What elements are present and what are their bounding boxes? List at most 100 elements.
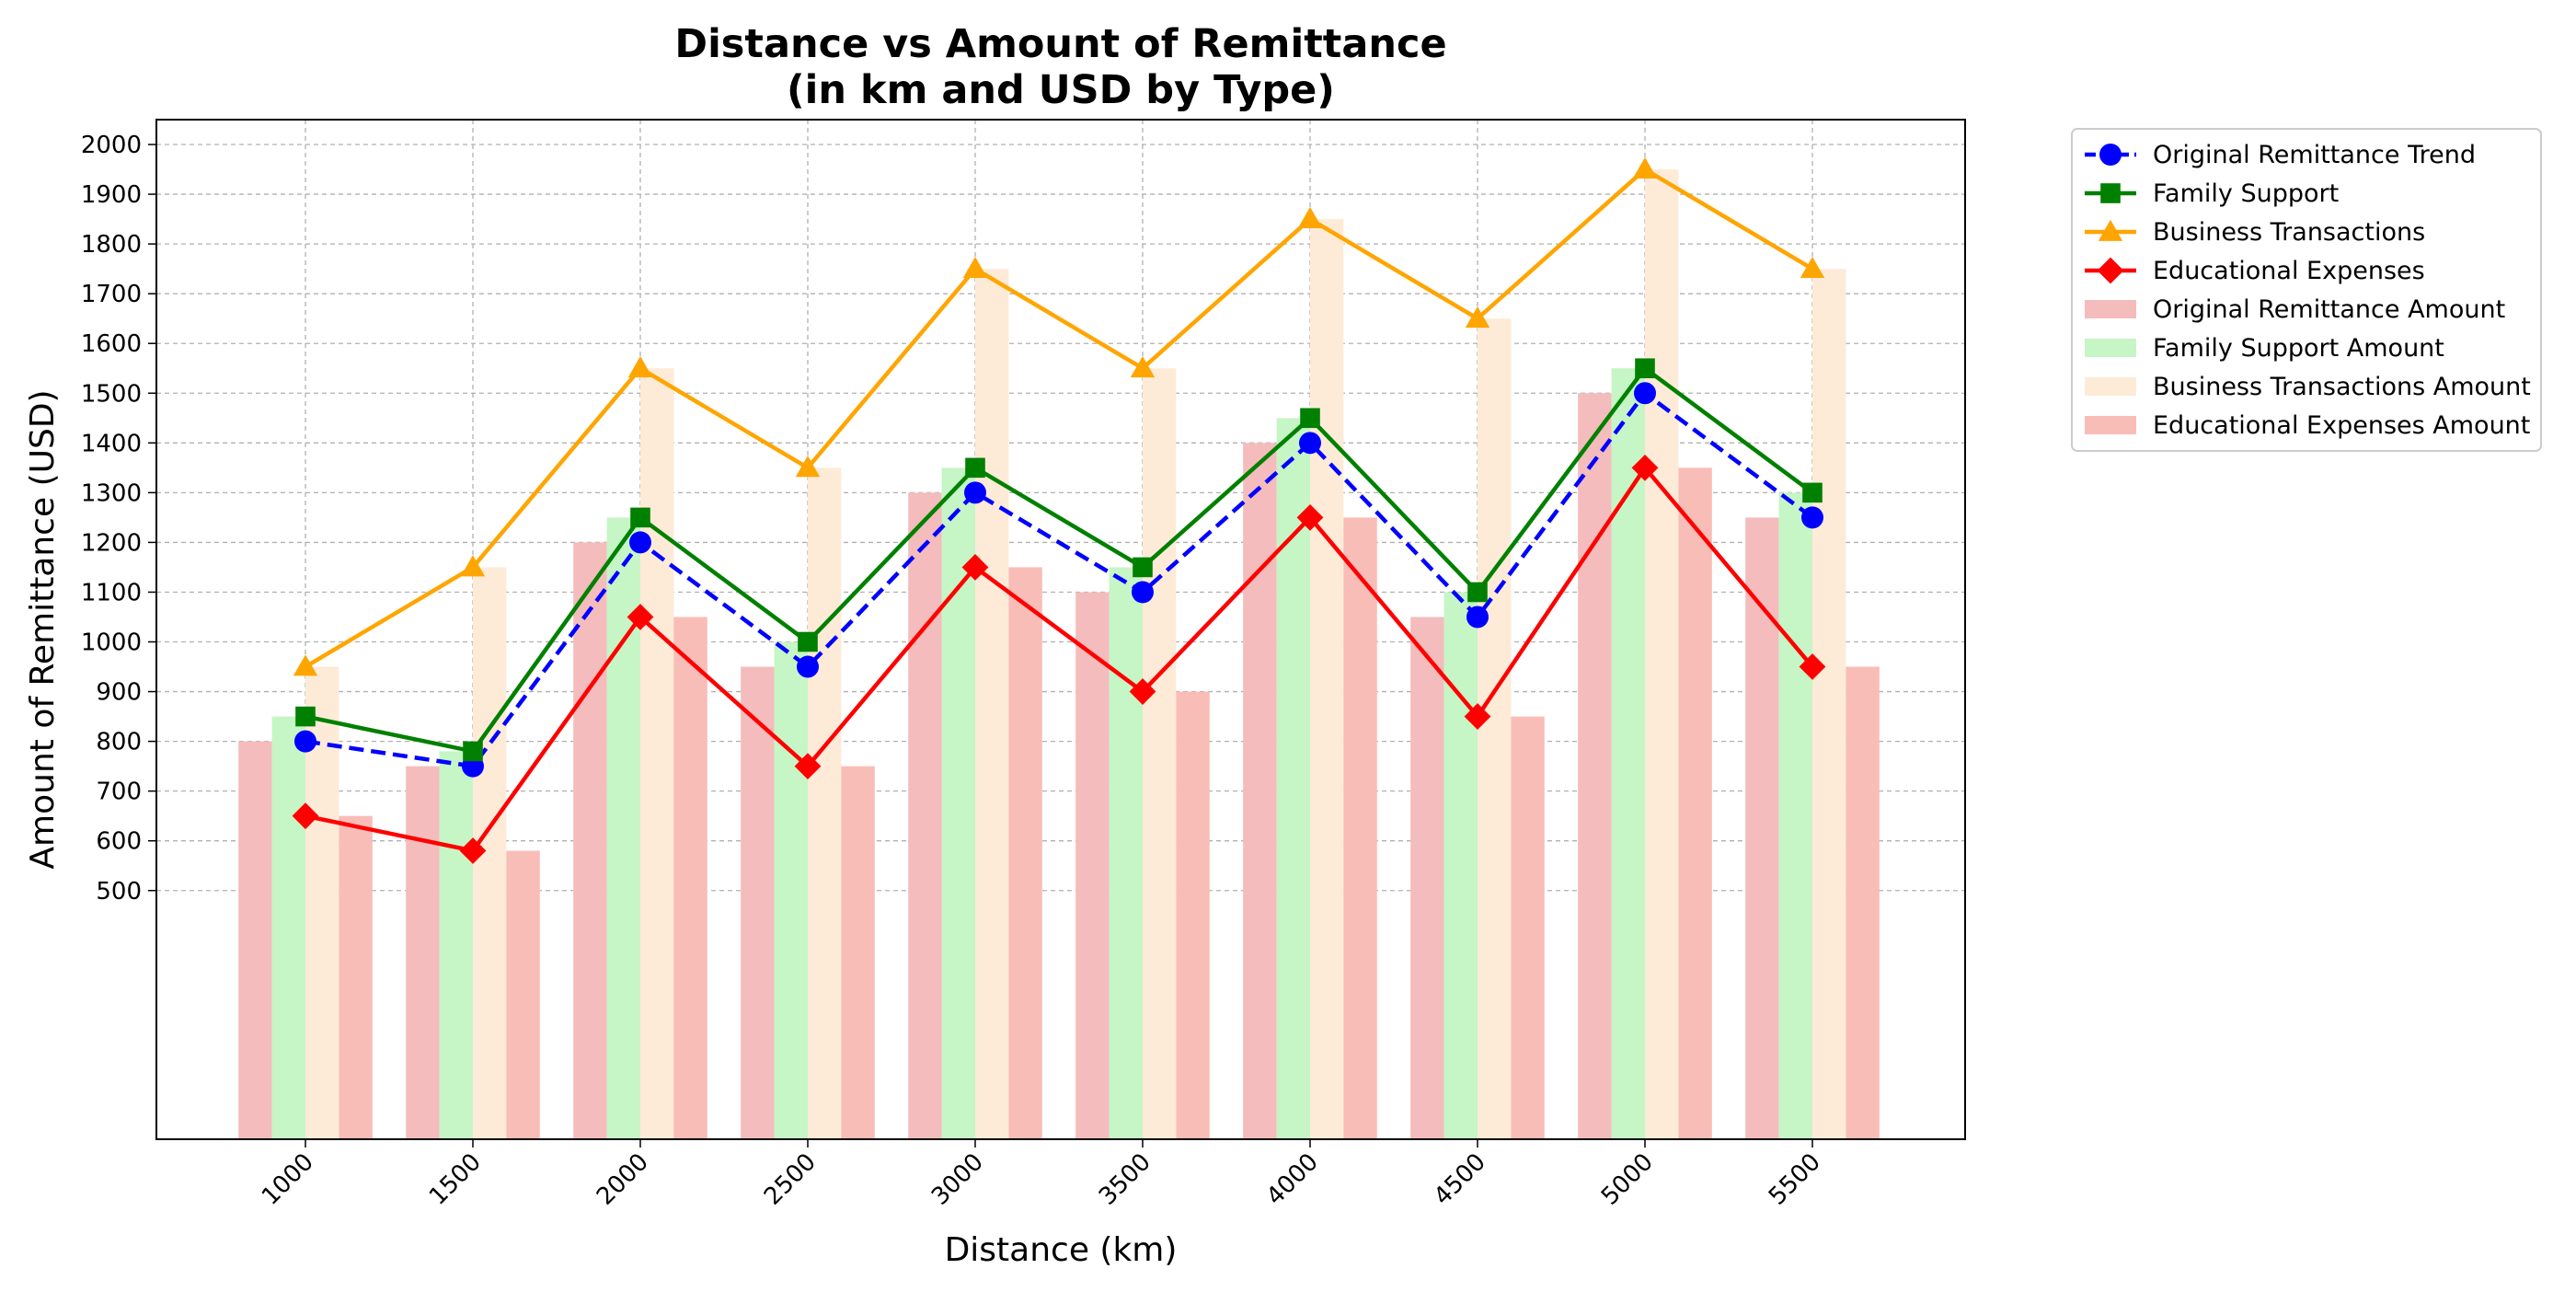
point-marker	[798, 631, 818, 652]
bar	[774, 641, 808, 1139]
bar	[975, 269, 1009, 1139]
x-tick-label: 2000	[592, 1148, 654, 1211]
legend-label: Original Remittance Amount	[2153, 295, 2505, 324]
point-marker	[292, 802, 319, 830]
y-tick-label: 1200	[81, 529, 142, 557]
y-tick-label: 2000	[81, 132, 142, 159]
bar	[1478, 318, 1512, 1139]
bar	[941, 467, 975, 1140]
point-marker	[294, 730, 316, 753]
point-marker	[797, 655, 819, 678]
legend-bar-swatch	[2085, 339, 2136, 357]
bar	[1310, 219, 1344, 1140]
point-marker	[627, 604, 654, 630]
point-marker	[962, 256, 988, 279]
bar	[673, 617, 707, 1139]
y-tick-label: 900	[96, 679, 142, 707]
point-marker	[293, 654, 318, 676]
point-marker	[1466, 606, 1489, 629]
lines	[292, 156, 1826, 864]
point-marker	[964, 481, 986, 504]
y-tick-label: 1100	[81, 579, 142, 606]
point-marker	[1802, 482, 1823, 503]
y-tick-label: 500	[96, 878, 142, 906]
series-line	[305, 365, 1814, 754]
plot-frame	[155, 119, 1966, 1140]
point-marker	[630, 507, 650, 528]
series-line	[305, 391, 1814, 768]
point-marker	[463, 741, 483, 762]
point-marker	[1300, 408, 1320, 429]
point-marker	[1464, 703, 1491, 730]
bar	[1075, 592, 1110, 1139]
x-tick-label: 1000	[257, 1148, 319, 1211]
point-marker	[1133, 557, 1153, 578]
y-tick-label: 600	[96, 828, 142, 856]
point-marker	[1635, 358, 1655, 379]
chart-title-line1: Distance vs Amount of Remittance	[674, 21, 1446, 67]
series-line	[305, 466, 1814, 853]
point-marker	[1634, 382, 1656, 405]
chart-title-line2: (in km and USD by Type)	[787, 67, 1335, 113]
bar	[1276, 418, 1310, 1139]
bar	[1846, 666, 1880, 1139]
x-tick-label: 3000	[926, 1148, 989, 1211]
point-marker	[795, 456, 821, 478]
bar	[1778, 492, 1812, 1139]
legend-label: Business Transactions Amount	[2153, 373, 2531, 401]
point-marker	[1801, 506, 1823, 529]
legend-label: Educational Expenses	[2153, 257, 2425, 285]
bar	[1745, 517, 1779, 1139]
point-marker	[794, 753, 822, 780]
y-tick-label: 1600	[81, 330, 142, 358]
y-tick-label: 1800	[81, 231, 142, 259]
bars	[238, 169, 1880, 1140]
point-marker	[1632, 156, 1658, 179]
bar	[1812, 269, 1846, 1139]
bar	[339, 815, 373, 1139]
y-tick-label: 1400	[81, 430, 142, 457]
bar	[1143, 368, 1177, 1139]
bar	[808, 467, 842, 1140]
y-axis-label: Amount of Remittance (USD)	[24, 389, 62, 869]
legend-box	[2071, 128, 2542, 452]
bar	[1645, 169, 1679, 1139]
point-marker	[1799, 653, 1826, 680]
point-marker	[1296, 503, 1324, 531]
bar	[908, 492, 942, 1139]
point-marker	[961, 554, 989, 581]
x-tick-label: 1500	[424, 1148, 487, 1211]
legend-label: Educational Expenses Amount	[2153, 411, 2530, 440]
legend-label: Original Remittance Trend	[2153, 141, 2476, 169]
bar	[1008, 567, 1042, 1139]
x-axis-label: Distance (km)	[945, 1231, 1178, 1269]
legend-label: Family Support	[2153, 179, 2339, 208]
series-line	[304, 167, 1814, 669]
point-marker	[1800, 256, 1825, 279]
y-tick-label: 800	[96, 729, 142, 756]
point-marker	[629, 531, 651, 554]
x-tick-label: 3500	[1094, 1148, 1156, 1211]
point-marker	[965, 457, 985, 479]
bar	[1611, 368, 1645, 1139]
y-tick-label: 1700	[81, 281, 142, 308]
bar	[841, 766, 875, 1139]
x-tick-label: 5000	[1596, 1148, 1659, 1211]
y-tick-label: 1900	[81, 181, 142, 209]
bar	[573, 542, 607, 1139]
point-marker	[1467, 582, 1488, 603]
point-marker	[460, 555, 486, 577]
bar	[439, 751, 473, 1139]
x-tick-label: 4000	[1261, 1148, 1324, 1211]
y-tick-label: 1300	[81, 479, 142, 507]
point-marker	[295, 706, 316, 727]
bar	[1443, 592, 1478, 1139]
bar	[1578, 393, 1612, 1139]
legend-bar-swatch	[2085, 300, 2136, 318]
legend-bar-swatch	[2085, 416, 2136, 434]
bar	[1176, 691, 1210, 1139]
bar	[640, 368, 674, 1139]
bar	[1243, 443, 1277, 1139]
bar	[741, 666, 775, 1139]
